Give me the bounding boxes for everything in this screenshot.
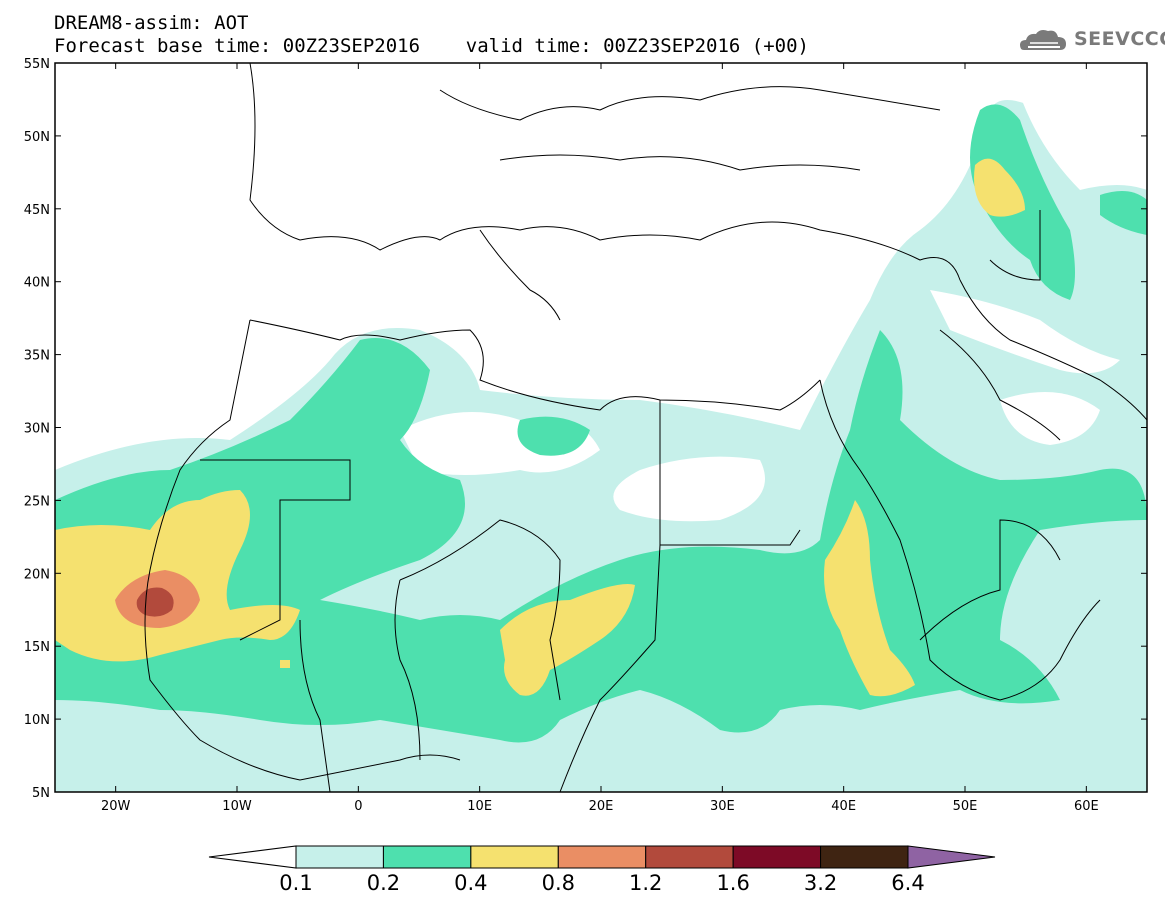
lon-tick-label: 60E [1074,799,1099,814]
colorbar-swatch [820,845,909,869]
lat-tick-label: 45N [24,203,50,218]
lon-tick-label: 50E [953,799,978,814]
lon-tick-label: 10E [467,799,492,814]
lat-tick-label: 10N [24,713,50,728]
lon-tick-label: 30E [710,799,735,814]
colorbar-swatch [295,845,384,869]
colorbar-swatch [557,845,647,869]
forecast-time-line: Forecast base time: 00Z23SEP2016 valid t… [54,35,809,57]
colorbar-level-label: 6.4 [891,871,924,895]
colorbar-under-triangle [208,845,297,869]
lat-tick-label: 25N [24,494,50,509]
logo-text: SEEVCCC [1074,28,1165,50]
colorbar-level-label: 3.2 [804,871,837,895]
colorbar-swatch [645,845,734,869]
colorbar-level-label: 0.2 [367,871,400,895]
lon-tick-label: 40E [831,799,856,814]
colorbar-swatch [470,845,559,869]
colorbar-level-label: 1.6 [716,871,749,895]
latitude-axis: 55N 50N 45N 40N 35N 30N 25N 20N 15N 10N 5N [24,57,1147,801]
country-borders [144,63,1147,792]
colorbar-swatch [732,845,822,869]
lon-tick-label: 20E [589,799,614,814]
cloud-icon [1020,30,1066,50]
lon-tick-label: 10W [222,799,252,814]
colorbar-level-label: 0.8 [542,871,575,895]
longitude-axis: 20W 10W 0 10E 20E 30E 40E 50E 60E [101,63,1099,814]
lat-tick-label: 15N [24,640,50,655]
lat-tick-label: 55N [24,57,50,72]
lon-tick-label: 20W [101,799,131,814]
map-title: DREAM8-assim: AOT [54,12,249,34]
lat-tick-label: 30N [24,422,50,437]
lon-tick-label: 0 [354,799,362,814]
lat-tick-label: 5N [32,786,50,801]
lat-tick-label: 50N [24,130,50,145]
colorbar-level-label: 0.1 [279,871,312,895]
colorbar-level-label: 1.2 [629,871,662,895]
lat-tick-label: 35N [24,349,50,364]
colorbar-over-triangle [907,845,996,869]
lat-tick-label: 20N [24,567,50,582]
colorbar-swatch [382,845,472,869]
lat-tick-label: 40N [24,276,50,291]
colorbar: 0.1 0.2 0.4 0.8 1.2 1.6 3.2 6.4 [208,845,996,895]
colorbar-level-label: 0.4 [454,871,487,895]
